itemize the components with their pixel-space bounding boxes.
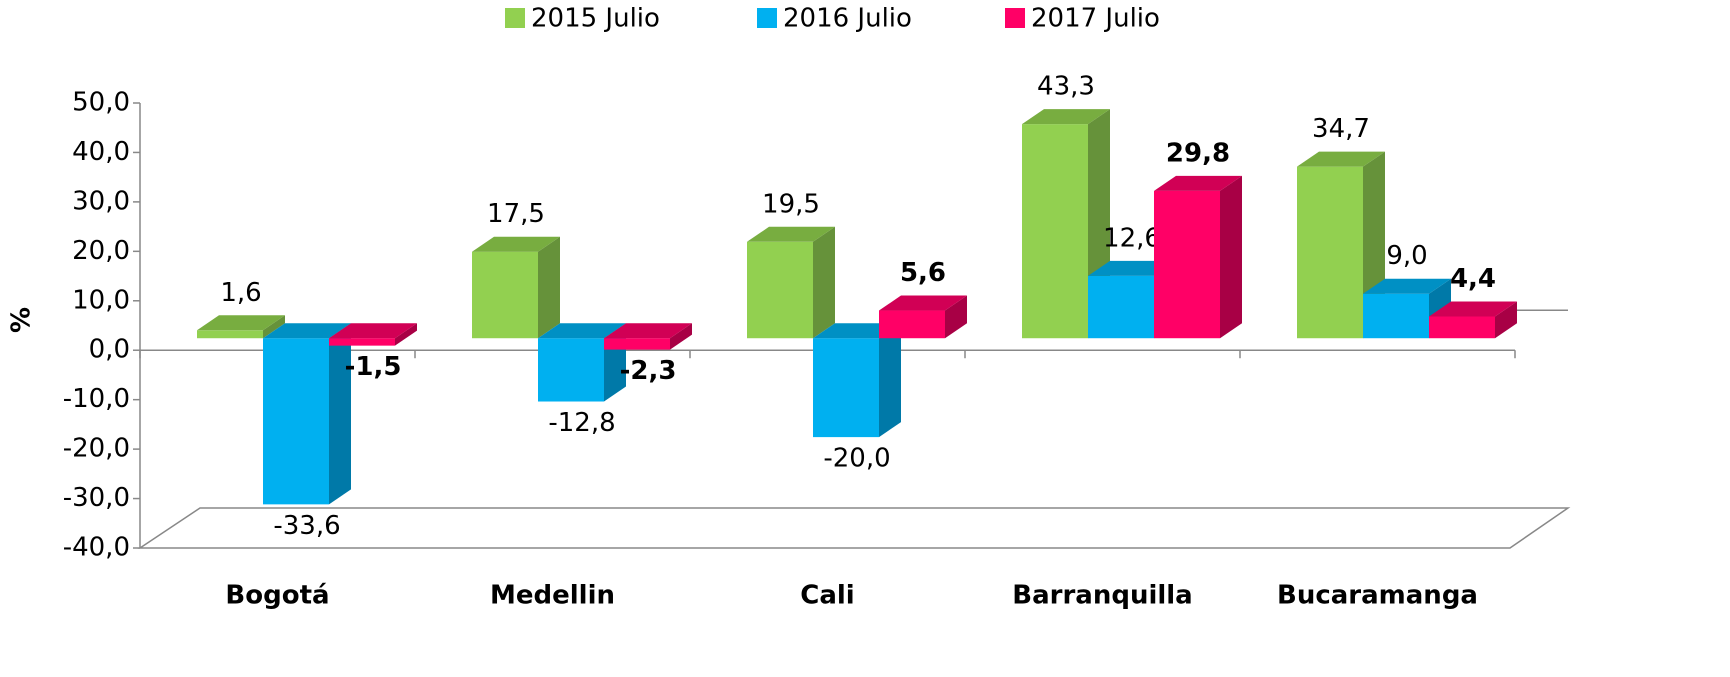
value-label: 43,3: [1037, 72, 1095, 102]
bar: [329, 338, 395, 346]
bar: [604, 338, 670, 350]
legend-swatch: [505, 8, 525, 28]
y-tick-label: 10,0: [72, 285, 130, 315]
y-tick-label: -30,0: [63, 483, 130, 513]
value-label: -20,0: [823, 444, 890, 474]
bar-side: [263, 315, 285, 339]
bar-top: [538, 323, 626, 339]
value-label: -2,3: [620, 356, 677, 386]
value-label: -33,6: [273, 511, 340, 541]
bar: [197, 330, 263, 339]
value-label: 19,5: [762, 189, 820, 219]
bar-top: [1363, 278, 1451, 294]
bar-side: [670, 323, 692, 350]
x-tick-label: Bogotá: [225, 581, 329, 611]
y-tick-label: 30,0: [72, 186, 130, 216]
bar-side: [879, 323, 901, 438]
legend-label: 2017 Julio: [1031, 4, 1160, 34]
legend-swatch: [757, 8, 777, 28]
x-tick-label: Cali: [800, 581, 854, 611]
bar-side: [1495, 301, 1517, 339]
value-label: 17,5: [487, 199, 545, 229]
bar-side: [329, 323, 351, 505]
bar: [1363, 293, 1429, 339]
bar: [747, 241, 813, 339]
bar-side: [813, 226, 835, 339]
y-tick-label: 50,0: [72, 88, 130, 118]
y-axis-label: %: [7, 307, 37, 333]
bar: [879, 310, 945, 339]
bar-top: [1022, 109, 1110, 125]
value-label: 12,6: [1103, 223, 1161, 253]
y-tick-label: 40,0: [72, 137, 130, 167]
value-label: 9,0: [1386, 241, 1427, 271]
bar: [1429, 316, 1495, 339]
value-label: -1,5: [345, 352, 402, 382]
legend-swatch: [1005, 8, 1025, 28]
bar-side: [395, 323, 417, 346]
bar-top: [1154, 175, 1242, 191]
value-label: 34,7: [1312, 114, 1370, 144]
y-tick-label: 0,0: [89, 335, 130, 365]
x-tick-label: Barranquilla: [1012, 581, 1192, 611]
bar-side: [538, 236, 560, 339]
bar-top: [879, 295, 967, 311]
bar: [813, 338, 879, 438]
value-label: 1,6: [220, 278, 261, 308]
bar-top: [747, 226, 835, 242]
bar-top: [604, 323, 692, 339]
x-tick-label: Bucaramanga: [1277, 581, 1478, 611]
bar: [472, 251, 538, 339]
bar-top: [472, 236, 560, 252]
y-tick-label: -10,0: [63, 384, 130, 414]
bar: [1022, 124, 1088, 339]
bar: [263, 338, 329, 505]
bar-top: [197, 315, 285, 331]
bar-top: [263, 323, 351, 339]
bar: [1088, 275, 1154, 339]
value-label: 4,4: [1450, 264, 1496, 294]
bar: [538, 338, 604, 402]
value-label: -12,8: [548, 408, 615, 438]
bar-top: [1429, 301, 1517, 317]
x-tick-label: Medellin: [490, 581, 615, 611]
bar-top: [329, 323, 417, 339]
y-tick-label: 20,0: [72, 236, 130, 266]
bar-top: [1297, 151, 1385, 167]
bar-side: [1220, 175, 1242, 339]
value-label: 29,8: [1166, 138, 1230, 168]
value-label: 5,6: [900, 258, 946, 288]
bar: [1154, 190, 1220, 339]
y-tick-label: -20,0: [63, 434, 130, 464]
legend-label: 2015 Julio: [531, 4, 660, 34]
floor: [137, 507, 1571, 549]
bar-side: [945, 295, 967, 339]
bar: [1297, 166, 1363, 339]
legend-label: 2016 Julio: [783, 4, 912, 34]
y-tick-label: -40,0: [63, 533, 130, 563]
